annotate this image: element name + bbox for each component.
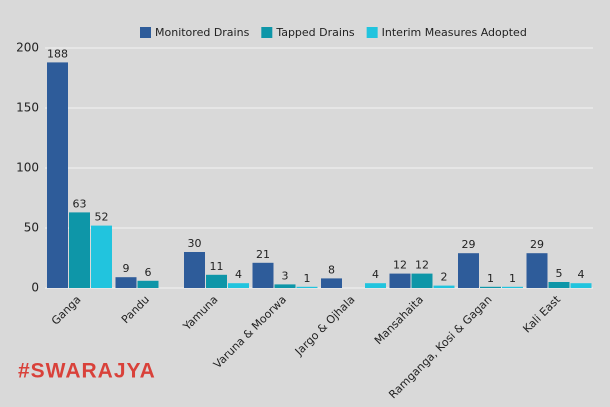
bar (274, 284, 296, 288)
data-label: 52 (95, 211, 109, 224)
bar (206, 274, 227, 288)
legend-label: Monitored Drains (155, 26, 250, 39)
bar (458, 253, 479, 288)
data-label: 6 (145, 266, 152, 279)
bar (69, 212, 90, 288)
data-label: 1 (304, 272, 311, 285)
data-label: 188 (47, 47, 68, 60)
bar (389, 273, 411, 288)
bar (47, 62, 68, 289)
bar (365, 283, 386, 288)
bar (228, 283, 249, 288)
y-tick-label: 150 (16, 101, 39, 115)
data-label: 29 (462, 238, 476, 251)
bar (252, 262, 274, 288)
bar (570, 283, 592, 288)
bar (115, 277, 137, 288)
data-label: 9 (123, 262, 130, 275)
data-label: 1 (487, 272, 494, 285)
data-label: 4 (235, 268, 242, 281)
data-label: 5 (556, 267, 563, 280)
bar (548, 282, 570, 288)
y-tick-label: 200 (16, 41, 39, 55)
logo: #SWARAJYA (18, 360, 156, 383)
legend-label: Interim Measures Adopted (382, 26, 527, 39)
legend-swatch (140, 27, 151, 38)
legend-swatch (366, 27, 378, 38)
data-label: 1 (509, 272, 516, 285)
bar (321, 278, 342, 288)
data-label: 63 (73, 197, 87, 210)
bar (296, 286, 318, 288)
y-tick-label: 0 (31, 281, 39, 295)
data-label: 21 (256, 248, 270, 261)
data-label: 30 (188, 237, 202, 250)
y-tick-label: 100 (16, 161, 39, 175)
data-label: 2 (441, 271, 448, 284)
data-label: 4 (372, 268, 379, 281)
data-label: 3 (282, 269, 289, 282)
bar (502, 286, 523, 288)
data-label: 12 (393, 259, 407, 272)
data-label: 8 (328, 263, 335, 276)
bar (184, 252, 205, 288)
legend-label: Tapped Drains (275, 26, 355, 39)
bar (411, 273, 433, 288)
y-tick-label: 50 (24, 221, 39, 235)
data-label: 4 (578, 268, 585, 281)
bar (526, 253, 548, 288)
legend-swatch (261, 27, 273, 38)
data-label: 11 (210, 260, 224, 273)
bar (137, 280, 159, 288)
data-label: 12 (415, 259, 429, 272)
bar (480, 286, 501, 288)
data-label: 29 (530, 238, 544, 251)
bar (433, 285, 455, 288)
bar (91, 225, 112, 288)
